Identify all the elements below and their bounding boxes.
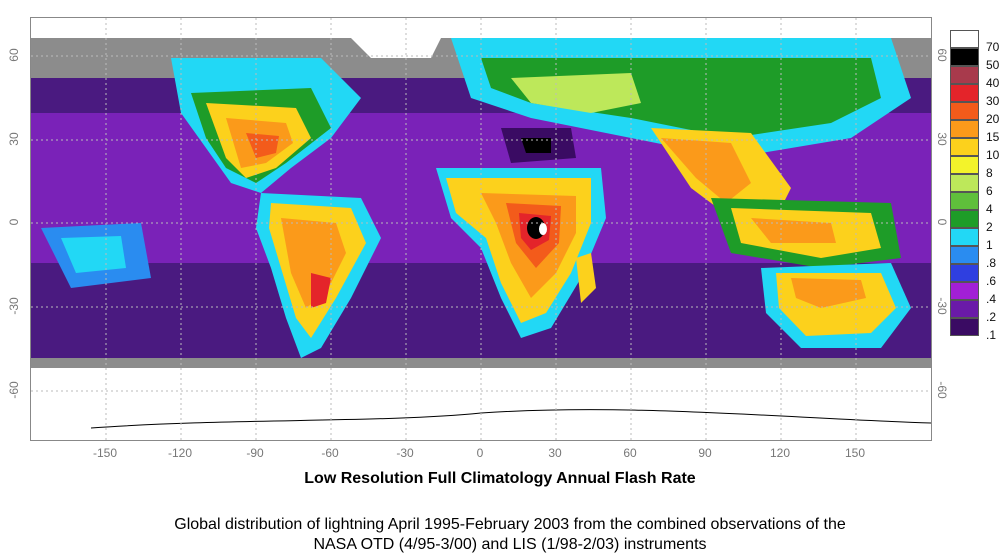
legend-swatch bbox=[950, 102, 979, 120]
legend-swatch bbox=[950, 156, 979, 174]
legend-label: 8 bbox=[986, 166, 993, 180]
x-tick: -90 bbox=[246, 446, 264, 460]
y-tick: -30 bbox=[7, 297, 21, 315]
australia bbox=[761, 263, 911, 348]
y-tick: 30 bbox=[7, 132, 21, 146]
y-tick: -60 bbox=[935, 381, 949, 399]
legend-label: .6 bbox=[986, 274, 997, 288]
legend-label: 6 bbox=[986, 184, 993, 198]
graticule bbox=[31, 18, 931, 440]
legend-swatch bbox=[950, 318, 979, 336]
legend-label: 1 bbox=[986, 238, 993, 252]
legend-swatch bbox=[950, 264, 979, 282]
x-tick: -60 bbox=[321, 446, 339, 460]
legend-swatch bbox=[950, 138, 979, 156]
legend-label: 40 bbox=[986, 76, 1000, 90]
x-tick: 90 bbox=[698, 446, 712, 460]
north-america bbox=[171, 58, 361, 193]
legend-label: .4 bbox=[986, 292, 997, 306]
sahara-core bbox=[521, 138, 551, 153]
world-map-graphic bbox=[31, 18, 931, 440]
legend-label: .8 bbox=[986, 256, 997, 270]
legend-label: 15 bbox=[986, 130, 1000, 144]
y-tick: 30 bbox=[935, 132, 949, 146]
y-tick: 0 bbox=[7, 218, 21, 226]
x-tick: -150 bbox=[92, 446, 118, 460]
x-tick: 120 bbox=[769, 446, 791, 460]
x-tick: -30 bbox=[396, 446, 414, 460]
legend-label: 70 bbox=[986, 40, 1000, 54]
x-tick: 60 bbox=[623, 446, 637, 460]
legend-swatch bbox=[950, 300, 979, 318]
legend-label: 30 bbox=[986, 94, 1000, 108]
y-tick: 0 bbox=[935, 218, 949, 226]
legend-label: 20 bbox=[986, 112, 1000, 126]
maritime-continent bbox=[711, 198, 901, 268]
legend-swatch bbox=[950, 282, 979, 300]
x-tick: 150 bbox=[844, 446, 866, 460]
map-title: Low Resolution Full Climatology Annual F… bbox=[304, 470, 696, 487]
legend-swatch bbox=[950, 192, 979, 210]
legend-label: 10 bbox=[986, 148, 1000, 162]
x-tick: 0 bbox=[476, 446, 484, 460]
legend-label: 50 bbox=[986, 58, 1000, 72]
south-america bbox=[256, 193, 381, 358]
flash-rate-map bbox=[30, 17, 932, 441]
africa bbox=[436, 168, 606, 338]
legend-swatch bbox=[950, 84, 979, 102]
x-tick: 30 bbox=[548, 446, 562, 460]
x-tick: -120 bbox=[167, 446, 193, 460]
y-tick: -60 bbox=[7, 381, 21, 399]
legend-swatch bbox=[950, 48, 979, 66]
legend-label: 4 bbox=[986, 202, 993, 216]
legend-swatch bbox=[950, 30, 979, 48]
legend-swatch bbox=[950, 174, 979, 192]
legend-swatch bbox=[950, 246, 979, 264]
y-tick: 60 bbox=[935, 48, 949, 62]
map-caption: Global distribution of lightning April 1… bbox=[174, 516, 846, 553]
legend-swatch bbox=[950, 228, 979, 246]
pacific-blob-inner bbox=[61, 236, 126, 273]
y-tick: 60 bbox=[7, 48, 21, 62]
legend-swatch bbox=[950, 120, 979, 138]
antarctica-coast bbox=[90, 409, 931, 429]
y-tick: -30 bbox=[935, 297, 949, 315]
legend-label: 2 bbox=[986, 220, 993, 234]
legend-label: .2 bbox=[986, 310, 997, 324]
legend-swatch bbox=[950, 66, 979, 84]
greenland bbox=[331, 18, 451, 58]
legend-swatch bbox=[950, 210, 979, 228]
legend-label: .1 bbox=[986, 328, 997, 342]
